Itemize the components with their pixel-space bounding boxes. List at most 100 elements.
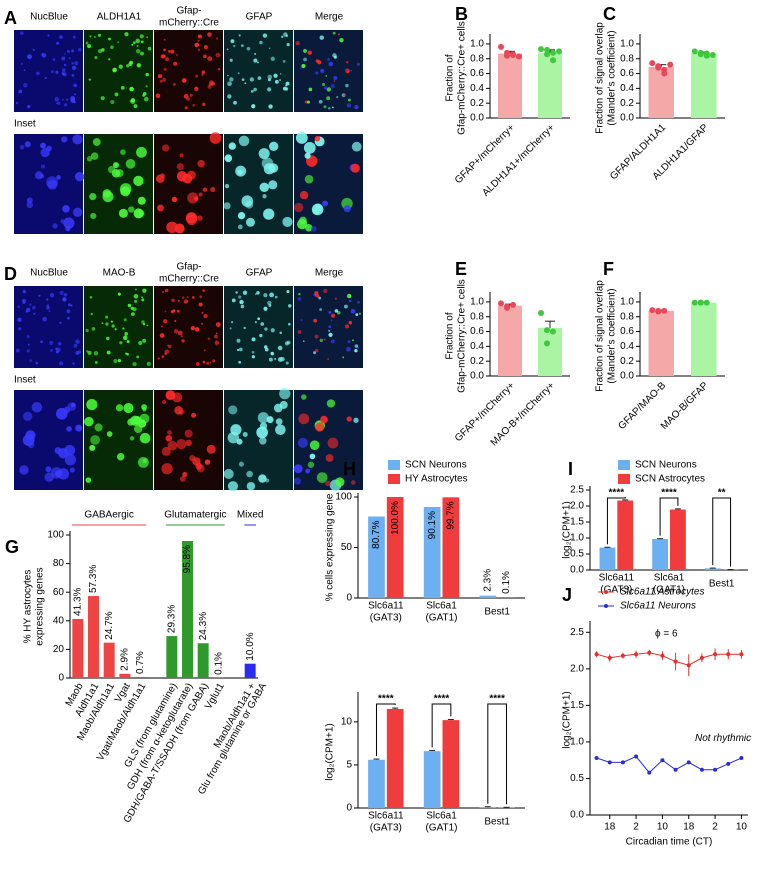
y-tick-label: 0.4 <box>620 341 634 352</box>
micrograph-cell <box>203 54 207 59</box>
micrograph-cell <box>279 387 291 400</box>
y-tick-label: 2.0 <box>570 663 584 674</box>
micrograph-cell <box>214 340 220 346</box>
legend-label: Slc6a11 Neurons <box>620 601 696 612</box>
micrograph-cell <box>59 321 62 324</box>
y-tick-label: 0.8 <box>620 311 634 322</box>
micrograph-cell <box>128 206 135 213</box>
micrograph-cell <box>226 48 229 51</box>
micrograph-cell <box>223 468 234 479</box>
micrograph-cell <box>44 472 54 482</box>
micrograph-cell <box>355 313 359 317</box>
micrograph-cell <box>66 98 69 101</box>
micrograph-cell <box>227 481 239 492</box>
micrograph-cell <box>110 99 115 105</box>
micrograph-cell <box>227 81 232 87</box>
bar <box>538 52 562 118</box>
micrograph-cell <box>328 332 333 337</box>
micrograph-cell <box>345 83 349 88</box>
micrograph-cell <box>304 100 308 104</box>
x-tick-label: Slc6a1 <box>426 601 457 612</box>
micrograph-cell <box>194 327 200 332</box>
micrograph-cell <box>273 73 278 78</box>
micrograph-cell <box>36 71 40 76</box>
value-label: 80.7% <box>371 520 382 548</box>
y-tick-label: 0.8 <box>470 53 484 64</box>
micrograph-cell <box>55 407 68 420</box>
micrograph-cell <box>55 350 59 354</box>
x-tick-label: Best1 <box>484 607 510 618</box>
y-tick-label: 0.2 <box>620 98 634 109</box>
micrograph-cell <box>256 291 260 295</box>
micrograph-cell <box>118 64 123 69</box>
micrograph-cell <box>117 359 122 363</box>
micrograph-cell <box>26 201 33 209</box>
micrograph-cell <box>165 57 169 62</box>
micrograph-cell <box>64 103 68 107</box>
micrograph-cell <box>201 322 204 325</box>
micrograph <box>84 286 153 368</box>
micrograph-cell <box>356 62 361 66</box>
micrograph-cell <box>89 193 97 201</box>
micrograph-cell <box>244 82 247 85</box>
micrograph-cell <box>55 470 62 478</box>
data-point <box>713 652 718 657</box>
micrograph-cell <box>86 156 93 162</box>
micrograph-cell <box>57 101 61 105</box>
value-label: 10.0% <box>245 632 256 660</box>
micrograph-cell <box>301 394 307 400</box>
y-axis-label: expressing genes <box>35 567 46 645</box>
micrograph-cell <box>336 96 339 99</box>
micrograph-cell <box>260 322 265 326</box>
legend-label: SCN Neurons <box>405 460 467 471</box>
micrograph-cell <box>241 78 245 81</box>
data-point <box>661 307 668 314</box>
micrograph-cell <box>167 440 178 451</box>
micrograph-cell <box>50 70 54 74</box>
significance-label: **** <box>434 694 450 705</box>
micrograph-cell <box>117 41 120 44</box>
micrograph-cell <box>85 328 89 333</box>
micrograph-cell <box>56 175 61 180</box>
micrograph <box>154 286 223 368</box>
data-point <box>550 57 556 64</box>
micrograph-cell <box>257 317 261 321</box>
micrograph-cell <box>232 44 236 48</box>
y-tick-label: 0 <box>346 803 352 814</box>
micrograph-cell <box>194 196 199 201</box>
legend-swatch <box>388 474 400 484</box>
micrograph-cell <box>134 299 138 303</box>
y-tick-label: 0.8 <box>620 53 634 64</box>
micrograph-cell <box>212 359 216 363</box>
y-tick-label: 1.0 <box>620 39 634 50</box>
micrograph-cell <box>41 53 44 56</box>
inset-label: Inset <box>14 375 36 386</box>
micrograph-cell <box>316 472 328 483</box>
micrograph-cell <box>182 471 188 478</box>
micrograph-cell <box>235 165 247 177</box>
micrograph-cell <box>279 79 282 82</box>
micrograph-cell <box>62 297 67 302</box>
panel-letter: F <box>603 259 614 279</box>
micrograph-cell <box>27 441 35 449</box>
y-tick-label: 20 <box>53 644 65 655</box>
micrograph-cell <box>263 306 268 311</box>
micrograph-cell <box>29 303 32 306</box>
micrograph-cell <box>228 405 238 415</box>
data-point <box>713 767 718 772</box>
legend-swatch <box>618 460 630 470</box>
data-point <box>661 70 668 77</box>
micrograph-cell <box>167 49 171 53</box>
micrograph-cell <box>217 67 221 71</box>
data-point <box>504 303 510 310</box>
micrograph-cell <box>46 305 50 310</box>
bar <box>479 595 497 598</box>
micrograph-cell <box>177 309 180 313</box>
micrograph-cell <box>159 333 165 338</box>
micrograph-cell <box>132 307 137 312</box>
micrograph-cell <box>303 141 316 154</box>
panel-letter: A <box>4 8 17 28</box>
micrograph-cell <box>227 94 232 99</box>
micrograph-cell <box>24 141 31 148</box>
micrograph-cell <box>240 304 245 309</box>
